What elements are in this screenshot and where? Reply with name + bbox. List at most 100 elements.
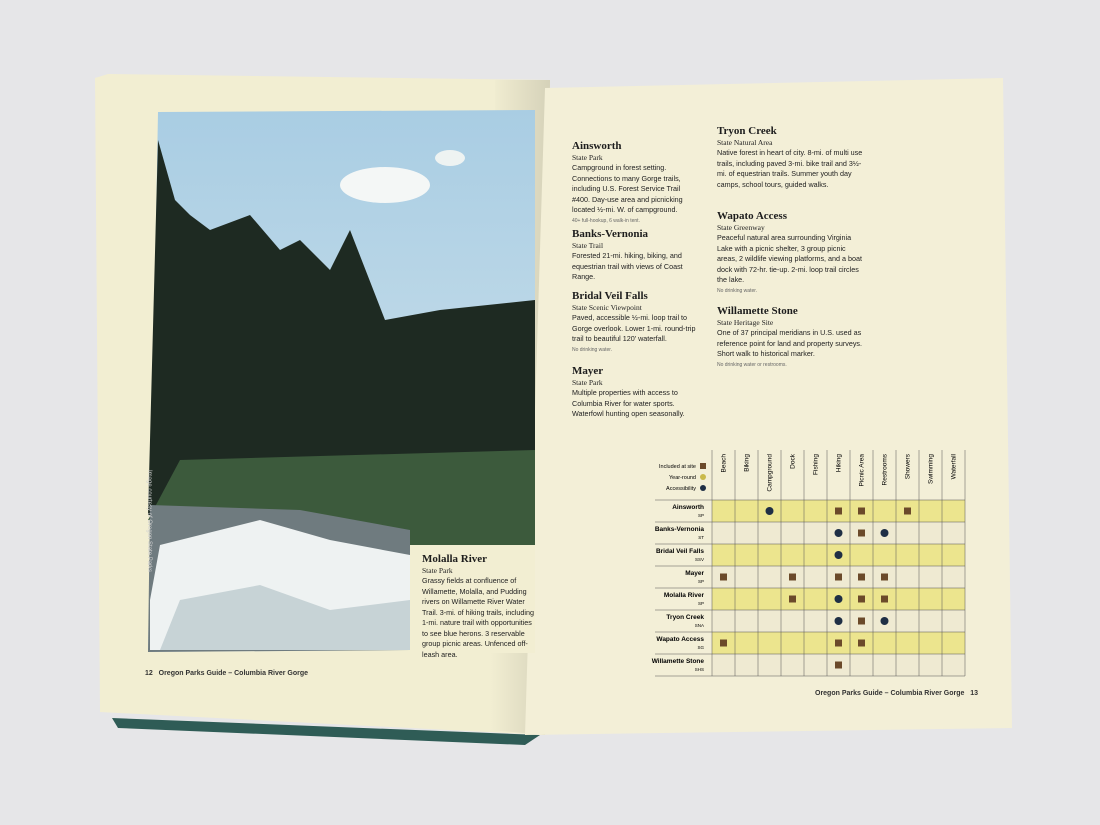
entry-subtitle: State Greenway <box>717 223 765 232</box>
entry-subtitle: State Heritage Site <box>717 318 774 327</box>
entry-subtitle: State Natural Area <box>717 138 773 147</box>
marker-square <box>835 573 842 581</box>
page-number: 13 <box>970 690 979 697</box>
marker-square <box>858 573 865 581</box>
row-code: SG <box>697 645 704 650</box>
footer-left: 12 Oregon Parks Guide – Columbia River G… <box>145 670 308 677</box>
row-code: SSV <box>695 557 704 562</box>
row-code: SP <box>698 579 704 584</box>
marker-square <box>720 639 727 647</box>
entry-text: Multiple properties with access to Colum… <box>572 388 685 418</box>
column-header: Hiking <box>836 454 843 472</box>
marker-square <box>789 573 796 581</box>
legend-square <box>700 463 706 469</box>
footer-right: Oregon Parks Guide – Columbia River Gorg… <box>815 690 978 697</box>
row-name: Ainsworth <box>672 504 704 511</box>
legend-circle <box>700 485 706 491</box>
legend-label: Included at site <box>659 464 696 470</box>
footer-text: Oregon Parks Guide – Columbia River Gorg… <box>158 670 309 677</box>
entry-subtitle: State Trail <box>572 241 604 250</box>
marker-circle <box>834 551 843 559</box>
entry-subtitle: State Park <box>572 378 603 387</box>
photo-caption-box <box>410 545 535 653</box>
column-header: Picnic Area <box>859 454 866 487</box>
marker-square <box>881 573 888 581</box>
marker-square <box>881 595 888 603</box>
column-header: Fishing <box>813 454 820 475</box>
entry: Tryon Creek State Natural Area Native fore… <box>717 125 867 190</box>
entry-note: No drinking water. <box>717 287 758 294</box>
entry-text: Forested 21-mi. hiking, biking, and eque… <box>572 251 683 281</box>
feature-text: Grassy fields at confluence of Willamett… <box>422 576 534 659</box>
marker-square <box>720 573 727 581</box>
entry-note: No drinking water. <box>572 346 613 353</box>
marker-circle <box>880 617 889 625</box>
entry-title: Tryon Creek <box>717 125 777 137</box>
legend-label: Accessibility <box>666 486 696 492</box>
entry-title: Ainsworth <box>572 140 622 152</box>
row-code: SP <box>698 601 704 606</box>
page-number: 12 <box>145 670 153 677</box>
column-header: Waterfall <box>951 453 958 479</box>
entry-title: Bridal Veil Falls <box>572 290 648 302</box>
row-name: Mayer <box>685 570 704 577</box>
entry-text: Campground in forest setting. Connection… <box>572 163 683 214</box>
column-header: Showers <box>905 453 912 479</box>
marker-square <box>858 617 865 625</box>
marker-circle <box>834 529 843 537</box>
legend-label: Year-round <box>669 475 696 481</box>
marker-square <box>858 639 865 647</box>
marker-square <box>789 595 796 603</box>
entry-note: No drinking water or restrooms. <box>717 361 787 368</box>
feature-subtitle: State Park <box>422 566 453 575</box>
marker-square <box>835 507 842 515</box>
feature-title: Molalla River <box>422 553 488 565</box>
row-code: SHS <box>695 667 704 672</box>
row-code: SNA <box>695 623 704 628</box>
marker-square <box>835 661 842 669</box>
column-header: Swimming <box>928 454 935 484</box>
entry-text: One of 37 principal meridians in U.S. us… <box>717 328 863 358</box>
entry-subtitle: State Park <box>572 153 603 162</box>
entry-text: Peaceful natural area surrounding Virgin… <box>717 233 863 284</box>
entry-note: 40+ full-hookup, 6 walk-in tent. <box>572 217 640 224</box>
row-name: Molalla River <box>664 592 705 599</box>
marker-square <box>858 507 865 515</box>
column-header: Beach <box>721 454 728 473</box>
feature: Molalla River State Park Grassy fields a… <box>422 553 537 660</box>
column-header: Biking <box>744 454 751 472</box>
marker-square <box>835 639 842 647</box>
entry: Wapato Access State Greenway Peaceful natu… <box>717 210 867 294</box>
column-header: Campground <box>767 454 774 492</box>
column-header: Dock <box>790 453 797 469</box>
row-name: Wapato Access <box>656 636 704 643</box>
entry-title: Mayer <box>572 365 604 377</box>
marker-circle <box>834 595 843 603</box>
footer-text: Oregon Parks Guide – Columbia River Gorg… <box>815 690 965 697</box>
marker-circle <box>765 507 774 515</box>
marker-square <box>858 595 865 603</box>
marker-square <box>858 529 865 537</box>
entry-title: Wapato Access <box>717 210 787 222</box>
row-name: Banks-Vernonia <box>655 526 705 533</box>
photo <box>148 110 535 652</box>
row-name: Bridal Veil Falls <box>656 548 704 555</box>
entry: Ainsworth State Park Campground in forest … <box>572 140 697 224</box>
marker-circle <box>834 617 843 625</box>
entry: Bridal Veil Falls State Scenic Viewpoint P… <box>572 290 702 353</box>
row-name: Willamette Stone <box>652 658 705 665</box>
entry-text: Paved, accessible ½-mi. loop trail to Go… <box>572 313 696 343</box>
row-name: Tryon Creek <box>666 614 704 621</box>
marker-square <box>904 507 911 515</box>
legend-circle <box>700 474 706 480</box>
entry: Banks-Vernonia State Trail Forested 21-mi.… <box>572 228 697 283</box>
entry-text: Native forest in heart of city. 8-mi. of… <box>717 148 863 189</box>
row-code: SP <box>698 513 704 518</box>
entry-title: Banks-Vernonia <box>572 228 649 240</box>
entry: Mayer State Park Multiple properties with … <box>572 365 702 420</box>
marker-circle <box>880 529 889 537</box>
back-cover <box>112 718 540 745</box>
